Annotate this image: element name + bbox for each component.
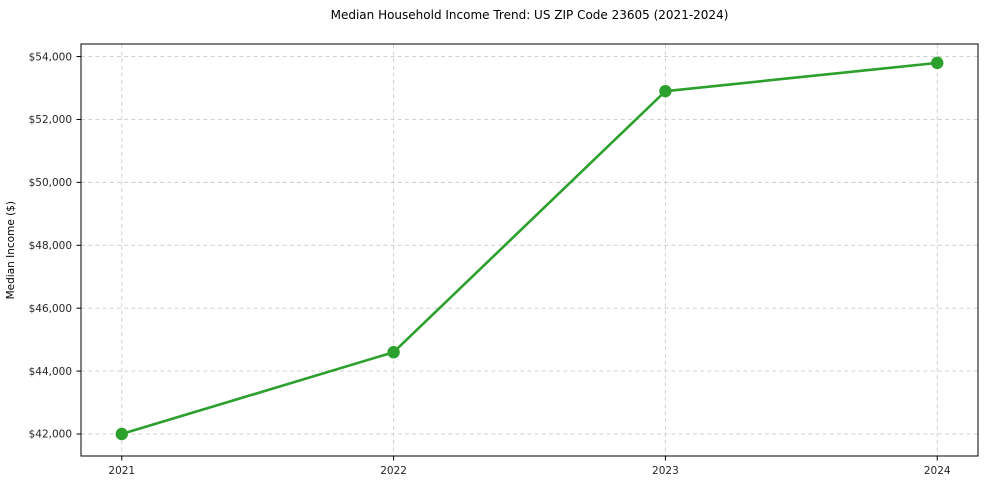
data-line (120, 61, 939, 436)
data-point-marker (387, 346, 400, 359)
chart-title: Median Household Income Trend: US ZIP Co… (330, 8, 729, 22)
data-point-marker (931, 56, 944, 70)
x-tick-label: 2022 (380, 465, 407, 477)
y-tick-label: $46,000 (29, 303, 72, 315)
axes-border (80, 43, 979, 457)
y-tick-label: $54,000 (29, 51, 72, 63)
x-tick-label: 2023 (652, 465, 679, 477)
y-tick-label: $42,000 (29, 429, 72, 441)
y-tick-label: $44,000 (29, 366, 72, 378)
data-point-marker (659, 84, 672, 98)
data-point-marker (115, 427, 128, 441)
x-tick-label: 2024 (924, 465, 951, 477)
y-tick-label: $48,000 (29, 240, 72, 252)
plot-area (81, 44, 978, 456)
y-tick-label: $50,000 (29, 177, 72, 189)
y-tick-label: $52,000 (29, 114, 72, 126)
x-tick-label: 2021 (108, 465, 135, 477)
